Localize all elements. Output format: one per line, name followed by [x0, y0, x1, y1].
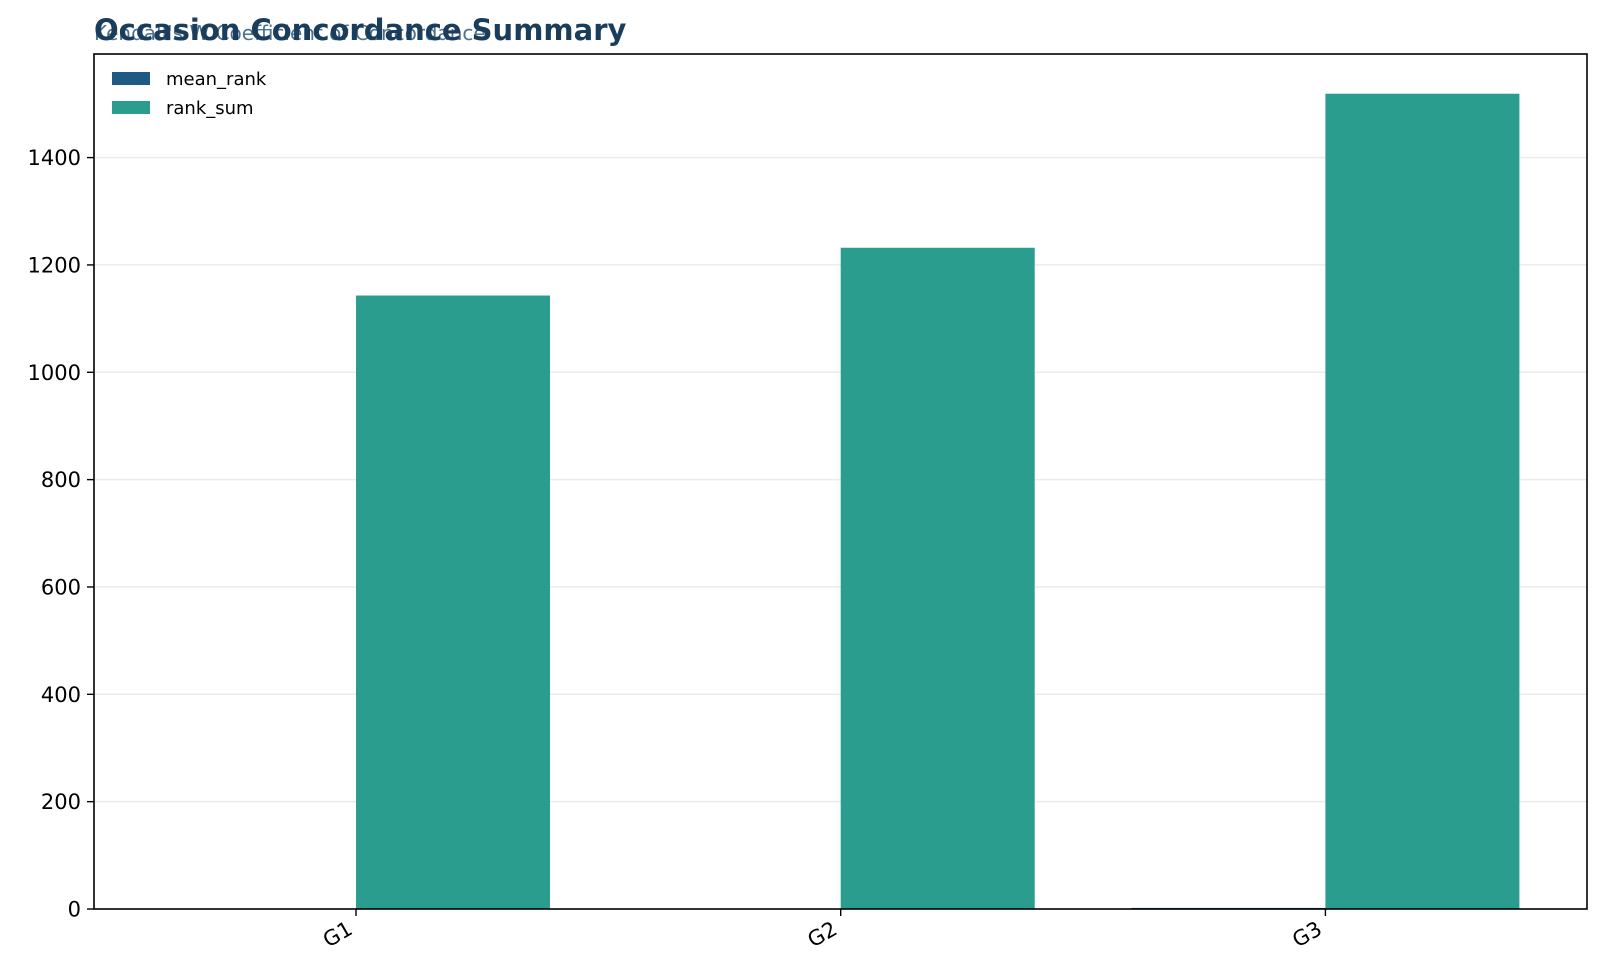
- grid-lines: [94, 156, 1587, 803]
- y-tick-label: 0: [68, 898, 81, 922]
- bar-rank-sum-g1: [356, 295, 550, 910]
- x-tick-label: G1: [319, 917, 357, 953]
- y-tick-label: 1200: [28, 253, 81, 277]
- chart-title: Occasion Concordance Summary: [94, 13, 627, 47]
- legend-swatch-rank-sum: [112, 101, 150, 114]
- y-tick-label: 1000: [28, 361, 81, 385]
- x-tick-label: G2: [804, 917, 842, 953]
- chart-subtitle: Kendall's W Coefficient of Concordance: [94, 21, 486, 45]
- bars: [356, 93, 1520, 910]
- legend: mean_rank rank_sum: [112, 69, 267, 119]
- y-tick-label: 1400: [28, 146, 81, 170]
- bar-rank-sum-g2: [840, 247, 1035, 909]
- legend-label-mean-rank: mean_rank: [166, 69, 267, 90]
- legend-label-rank-sum: rank_sum: [166, 98, 254, 119]
- y-tick-label: 600: [41, 575, 81, 599]
- y-tick-label: 400: [41, 683, 81, 707]
- y-tick-label: 800: [41, 468, 81, 492]
- x-tick-label: G3: [1288, 917, 1326, 953]
- legend-swatch-mean-rank: [112, 72, 150, 85]
- y-tick-label: 200: [41, 790, 81, 814]
- axis-ticks: 0 200 400 600 800 1000 1200 1400 G1 G2 G3: [28, 146, 1327, 953]
- bar-rank-sum-g3: [1325, 93, 1520, 909]
